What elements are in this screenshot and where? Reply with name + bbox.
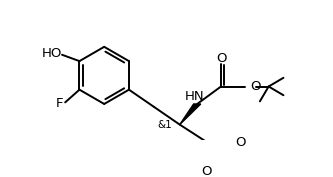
- Text: O: O: [235, 136, 246, 149]
- Text: HN: HN: [185, 90, 204, 103]
- Text: HO: HO: [42, 47, 62, 61]
- Text: &1: &1: [157, 120, 172, 130]
- Text: F: F: [56, 97, 63, 110]
- Text: O: O: [201, 165, 212, 177]
- Text: O: O: [216, 52, 226, 65]
- Text: O: O: [250, 80, 261, 93]
- Polygon shape: [180, 104, 201, 125]
